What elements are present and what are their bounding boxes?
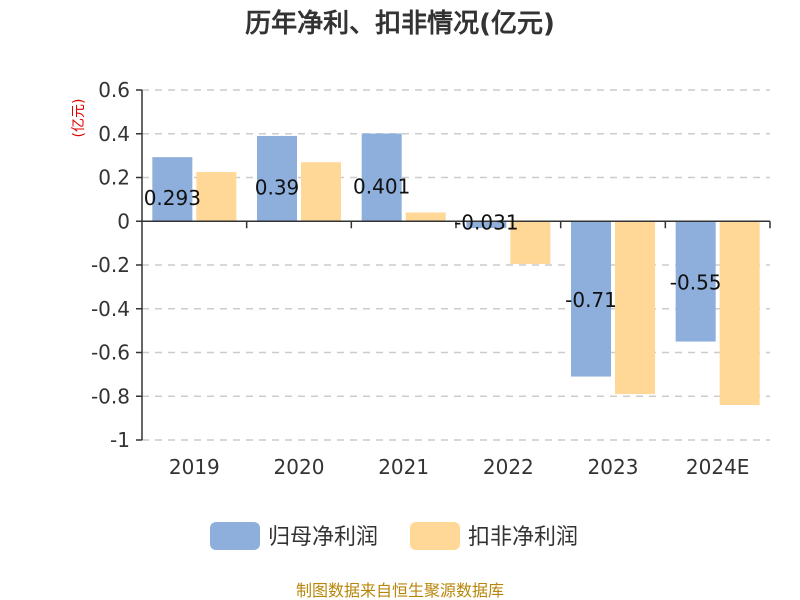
y-tick-label: 0.4 [98, 122, 130, 146]
data-label: -0.55 [670, 270, 722, 294]
y-tick-label: -0.4 [91, 297, 130, 321]
y-tick-label: 0 [117, 209, 130, 233]
legend[interactable]: 归母净利润 扣非净利润 [210, 522, 578, 550]
data-labels: 0.293 0.39 0.401 -0.031 -0.71 -0.55 [144, 174, 722, 312]
bar-parent-net-profit-2024E[interactable] [675, 221, 716, 342]
bar-deducted-net-profit-2019[interactable] [196, 172, 237, 222]
legend-deducted-net-profit[interactable]: 扣非净利润 [410, 522, 578, 550]
data-label: 0.401 [353, 174, 410, 198]
bar-deducted-net-profit-2024E[interactable] [719, 221, 760, 405]
bar-parent-net-profit-2020[interactable] [257, 135, 297, 222]
y-axis-unit: (亿元) [71, 99, 87, 138]
bar-parent-net-profit-2022[interactable] [466, 221, 507, 229]
grid [142, 89, 770, 441]
x-tick-label: 2020 [274, 455, 325, 479]
bar-deducted-net-profit-2021[interactable] [405, 212, 446, 222]
legend-swatch [210, 522, 260, 550]
x-tick-label: 2019 [169, 455, 220, 479]
legend-parent-net-profit[interactable]: 归母净利润 [210, 522, 378, 550]
x-tick-label: 2024E [686, 455, 750, 479]
y-tick-label: 0.2 [98, 166, 130, 190]
data-label: -0.71 [565, 288, 617, 312]
legend-label: 归母净利润 [268, 525, 378, 550]
data-label: 0.39 [255, 176, 300, 200]
bar-deducted-net-profit-2020[interactable] [301, 162, 341, 222]
x-tick-label: 2022 [483, 455, 534, 479]
data-source: 制图数据来自恒生聚源数据库 [296, 581, 504, 600]
y-tick-label: -1 [110, 428, 130, 452]
bars [152, 133, 760, 405]
data-label: -0.031 [454, 210, 518, 234]
legend-swatch [410, 522, 460, 550]
y-tick-label: -0.6 [91, 341, 130, 365]
bar-parent-net-profit-2019[interactable] [152, 157, 193, 222]
axes: 0.6 0.4 0.2 0 -0.2 -0.4 -0.6 -0.8 -1 2019 2020 2021… [91, 78, 771, 479]
y-tick-label: -0.8 [91, 384, 130, 408]
bar-parent-net-profit-2021[interactable] [361, 133, 402, 222]
bar-deducted-net-profit-2022[interactable] [510, 221, 551, 264]
x-tick-label: 2021 [378, 455, 429, 479]
bar-parent-net-profit-2023[interactable] [571, 221, 611, 377]
data-label: 0.293 [144, 186, 201, 210]
chart-title: 历年净利、扣非情况(亿元) [245, 8, 555, 39]
x-tick-label: 2023 [588, 455, 639, 479]
y-tick-label: -0.2 [91, 253, 130, 277]
y-tick-label: 0.6 [98, 78, 130, 102]
legend-label: 扣非净利润 [468, 525, 578, 550]
bar-deducted-net-profit-2023[interactable] [615, 221, 655, 395]
